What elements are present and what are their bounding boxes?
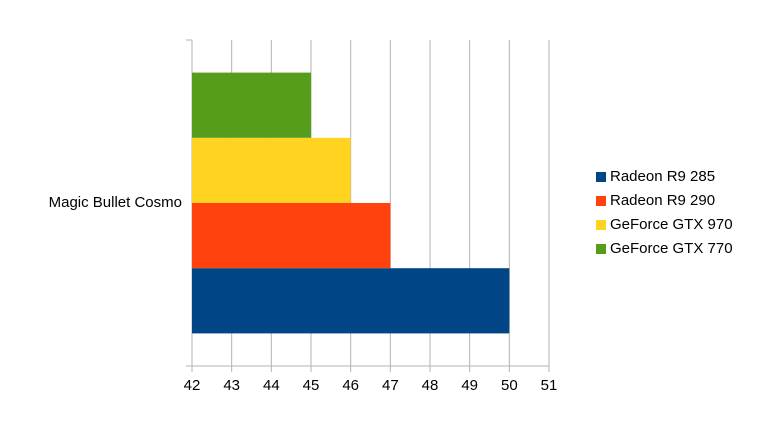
legend-swatch: [596, 196, 606, 206]
x-tick-label: 42: [184, 377, 201, 394]
bar: [192, 137, 351, 203]
x-tick-label: 44: [263, 377, 280, 394]
bar: [192, 268, 510, 334]
legend-swatch: [596, 172, 606, 182]
x-tick-label: 49: [461, 377, 478, 394]
bar: [192, 72, 311, 138]
x-tick-label: 47: [382, 377, 399, 394]
bar: [192, 203, 391, 269]
legend-swatch: [596, 244, 606, 254]
legend-swatch: [596, 220, 606, 230]
legend-label: GeForce GTX 970: [610, 216, 733, 233]
x-tick-label: 43: [223, 377, 240, 394]
x-tick-label: 46: [342, 377, 359, 394]
y-tick-label: Magic Bullet Cosmo: [49, 194, 182, 211]
legend-label: Radeon R9 290: [610, 192, 715, 209]
x-tick-label: 45: [303, 377, 320, 394]
legend-label: GeForce GTX 770: [610, 240, 733, 257]
x-tick-label: 51: [541, 377, 558, 394]
x-tick-label: 48: [422, 377, 439, 394]
legend-label: Radeon R9 285: [610, 168, 715, 185]
x-tick-label: 50: [501, 377, 518, 394]
